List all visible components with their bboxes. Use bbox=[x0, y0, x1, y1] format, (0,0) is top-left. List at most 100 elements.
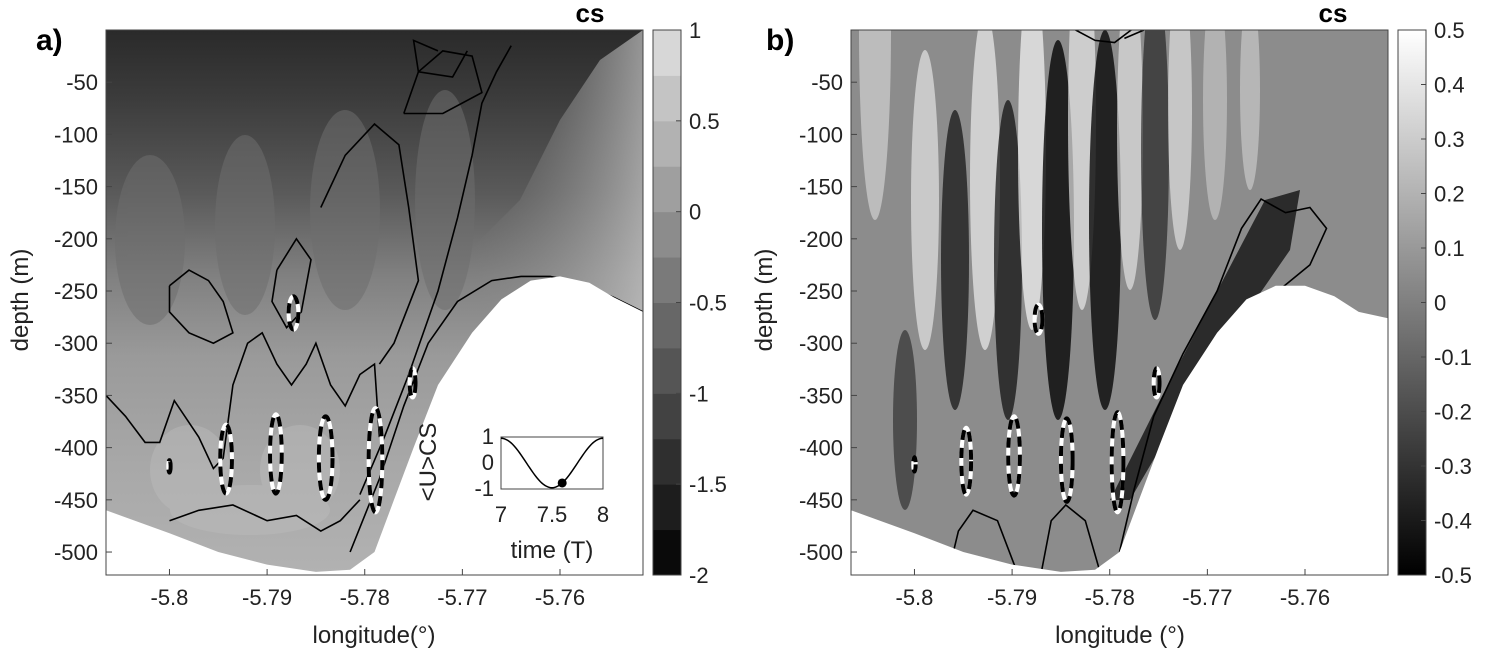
y-tick-label: -100 bbox=[54, 122, 98, 147]
field-streak bbox=[1168, 30, 1192, 250]
dashed-ellipse bbox=[316, 414, 335, 502]
field-streak bbox=[1068, 30, 1096, 310]
dashed-ellipse bbox=[218, 422, 234, 496]
y-tick-label: -250 bbox=[799, 279, 843, 304]
colorbar-tick-label: 1 bbox=[689, 18, 701, 43]
y-tick-label: -400 bbox=[799, 436, 843, 461]
contour-line bbox=[1075, 30, 1132, 44]
colorbar-tick-label: 0.2 bbox=[1434, 182, 1465, 207]
colorbar-swatch bbox=[653, 393, 681, 440]
inset-ytick: -1 bbox=[474, 476, 494, 501]
bathymetry-mask bbox=[851, 285, 1388, 575]
x-tick-label: -5.8 bbox=[151, 585, 189, 610]
dashed-ellipse bbox=[959, 425, 974, 497]
contour-line bbox=[947, 509, 1018, 573]
dashed-ellipse bbox=[1006, 414, 1022, 498]
panel-b-x-ticks: -5.8 -5.79 -5.78 -5.77 -5.76 bbox=[896, 569, 1330, 610]
contour-line bbox=[1118, 198, 1328, 553]
panel-a-y-ticks: -50 -100 -150 -200 -250 -300 -350 -400 -450 -500 bbox=[54, 70, 112, 565]
y-tick-label: -200 bbox=[54, 227, 98, 252]
colorbar-tick-label: 0.5 bbox=[689, 109, 720, 134]
contour-line bbox=[106, 331, 381, 470]
colorbar-tick-label: 0.1 bbox=[1434, 236, 1465, 261]
inset-ytick: 1 bbox=[482, 424, 494, 449]
colorbar-swatch bbox=[653, 75, 681, 122]
colorbar-tick-label: -1.5 bbox=[689, 472, 727, 497]
field-streak bbox=[1089, 30, 1121, 410]
chart-title: cs bbox=[576, 0, 605, 28]
contour-line bbox=[1040, 503, 1101, 573]
y-tick-label: -150 bbox=[54, 175, 98, 200]
y-axis-label: depth (m) bbox=[751, 249, 778, 352]
colorbar-swatch bbox=[653, 302, 681, 349]
field-streak bbox=[1203, 30, 1227, 220]
field-streak bbox=[941, 110, 969, 410]
dashed-ellipse bbox=[286, 294, 301, 332]
colorbar-tick-label: 0 bbox=[689, 200, 701, 225]
contour-line bbox=[169, 499, 361, 533]
y-tick-label: -50 bbox=[66, 70, 98, 95]
field-streak bbox=[859, 30, 891, 220]
panel-b-ellipses bbox=[911, 302, 1162, 515]
panel-a-frame bbox=[105, 29, 644, 576]
contour-line bbox=[168, 269, 234, 345]
panel-label: b) bbox=[766, 24, 794, 57]
colorbar-tick-label: 0 bbox=[1434, 291, 1446, 316]
x-axis-label: longitude (°) bbox=[1055, 622, 1185, 649]
y-tick-label: -500 bbox=[799, 540, 843, 565]
panel-a: -5.8 -5.79 -5.78 -5.77 -5.76 -50 -100 -150 -200… bbox=[7, 0, 727, 649]
inset-xtick: 8 bbox=[597, 502, 609, 527]
y-tick-label: -50 bbox=[811, 70, 843, 95]
colorbar-tick-label: 0.3 bbox=[1434, 127, 1465, 152]
colorbar-swatch bbox=[653, 347, 681, 394]
y-tick-label: -300 bbox=[54, 331, 98, 356]
colorbar-tick-label: -0.5 bbox=[689, 291, 727, 316]
dark-lobes bbox=[115, 90, 475, 325]
panel-a-contours bbox=[106, 39, 643, 553]
colorbar-tick-label: -0.3 bbox=[1434, 454, 1472, 479]
inset-plot: 1 0 -1 7 7.5 8 time (T) <U>CS bbox=[415, 423, 609, 564]
colorbar-tick-label: 0.4 bbox=[1434, 73, 1465, 98]
colorbar-swatch bbox=[653, 211, 681, 258]
dashed-ellipse bbox=[1032, 302, 1045, 336]
x-tick-label: -5.76 bbox=[1280, 585, 1330, 610]
y-tick-label: -450 bbox=[54, 488, 98, 513]
dashed-ellipse bbox=[1109, 410, 1126, 515]
dashed-ellipse bbox=[1151, 366, 1162, 400]
panel-b-frame bbox=[850, 29, 1389, 576]
field-streak bbox=[893, 330, 917, 510]
dashed-ellipse bbox=[268, 412, 284, 496]
x-tick-label: -5.78 bbox=[1085, 585, 1135, 610]
colorbar-tick-label: -0.2 bbox=[1434, 400, 1472, 425]
dashed-ellipse bbox=[407, 366, 418, 400]
bathymetry-mask bbox=[106, 276, 643, 575]
panel-a-x-ticks: -5.8 -5.79 -5.78 -5.77 -5.76 bbox=[151, 569, 585, 610]
panel-a-ellipses bbox=[166, 294, 418, 515]
y-tick-label: -400 bbox=[54, 436, 98, 461]
contour-line bbox=[1124, 30, 1145, 40]
colorbar-tick-label: -0.4 bbox=[1434, 509, 1472, 534]
contour-line bbox=[320, 122, 420, 365]
y-tick-label: -200 bbox=[799, 227, 843, 252]
field-streak bbox=[1018, 30, 1046, 330]
dashed-ellipse bbox=[911, 455, 918, 474]
y-tick-label: -150 bbox=[799, 175, 843, 200]
inset-y-label: <U>CS bbox=[415, 423, 442, 502]
panel-b-colorbar: 0.5 0.4 0.3 0.2 0.1 0 -0.1 -0.2 -0.3 -0.4 -0.5 bbox=[1397, 18, 1472, 588]
inset-curve bbox=[500, 437, 604, 489]
contour-line bbox=[412, 39, 468, 78]
panel-a-colorbar: 1 0.5 0 -0.5 -1 -1.5 -2 bbox=[652, 18, 727, 588]
chart-title: cs bbox=[1319, 0, 1348, 28]
colorbar-swatch bbox=[653, 120, 681, 167]
field-streak bbox=[1141, 30, 1169, 320]
colorbar-tick-label: 0.5 bbox=[1434, 18, 1465, 43]
dashed-ellipse bbox=[366, 405, 385, 515]
y-tick-label: -350 bbox=[54, 383, 98, 408]
dashed-ellipse bbox=[166, 458, 173, 475]
panel-b-field bbox=[859, 30, 1260, 510]
field-streak bbox=[1042, 40, 1074, 420]
dark-slope-band bbox=[1110, 190, 1300, 500]
inset-marker bbox=[557, 478, 567, 488]
y-tick-label: -500 bbox=[54, 540, 98, 565]
